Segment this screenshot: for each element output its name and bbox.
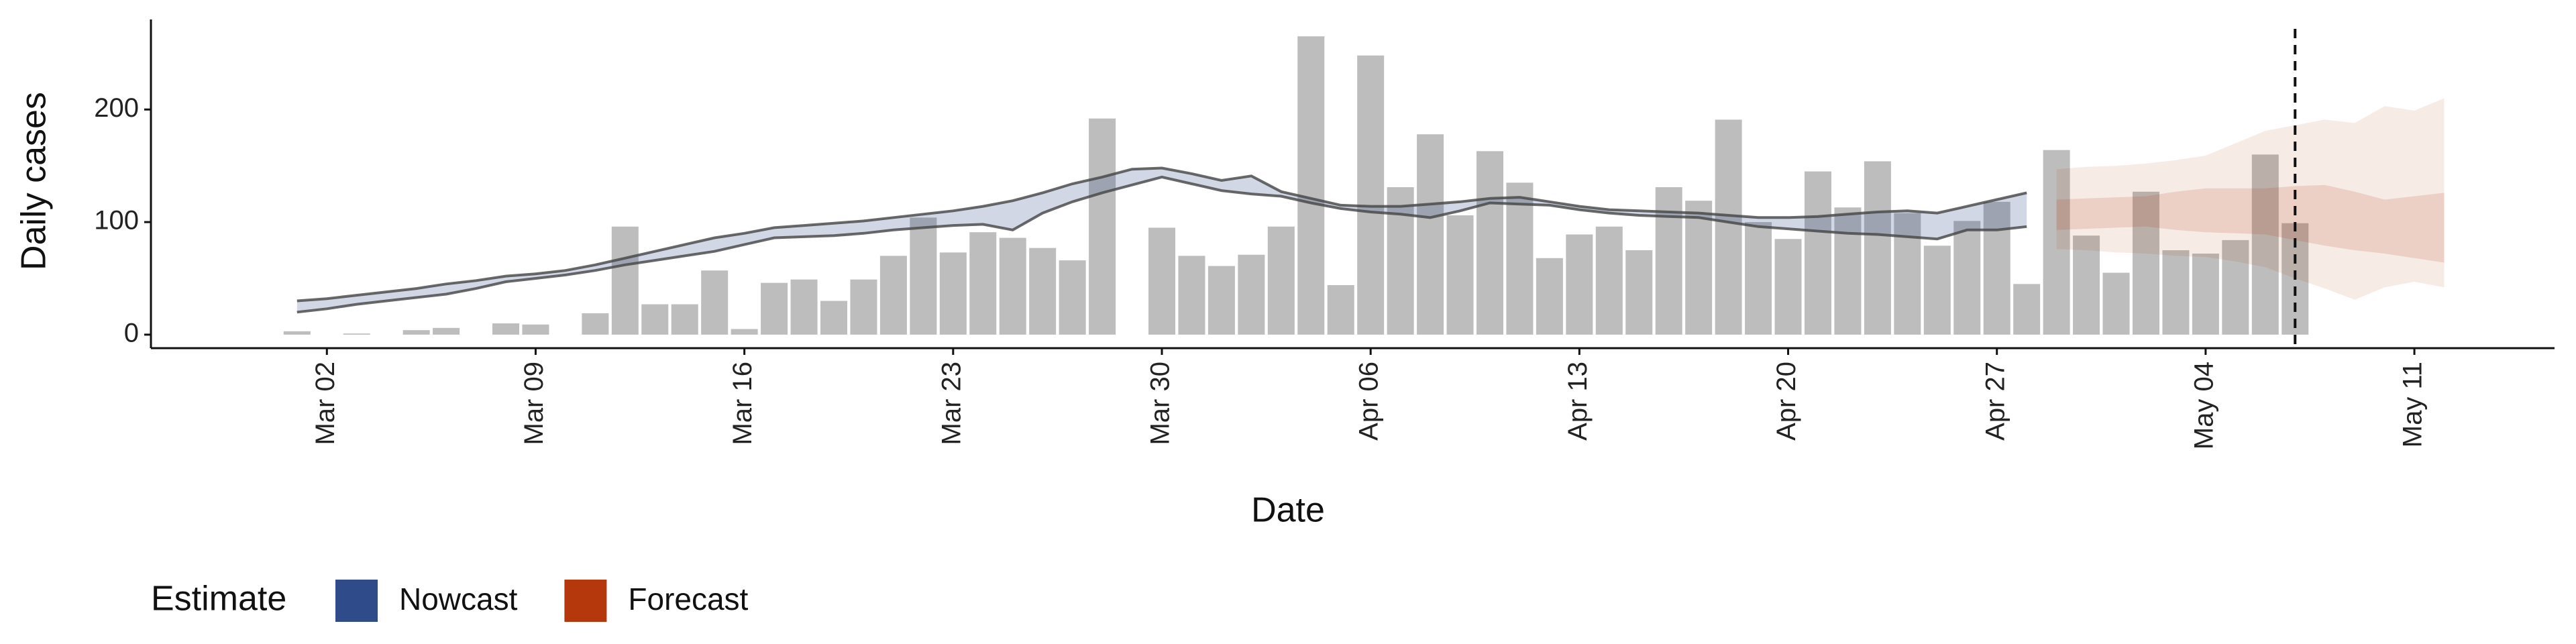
bar — [1446, 215, 1474, 335]
bar — [850, 279, 877, 335]
bar — [1983, 201, 2010, 335]
bar — [1506, 182, 1534, 335]
x-tick-label: Apr 13 — [1563, 362, 1593, 441]
bar — [999, 237, 1026, 335]
bar — [969, 232, 997, 335]
bar — [731, 329, 758, 335]
bar — [1536, 258, 1563, 335]
bar — [1029, 248, 1057, 335]
bar — [641, 304, 669, 335]
bar — [1267, 226, 1295, 335]
bar — [1178, 256, 1205, 335]
x-tick-label: Mar 02 — [311, 362, 340, 445]
bar — [1238, 254, 1265, 335]
bar — [343, 333, 370, 335]
bar — [2073, 235, 2100, 335]
x-tick-label: Apr 20 — [1772, 362, 1801, 441]
bar — [2013, 284, 2041, 335]
bar — [910, 217, 937, 335]
y-tick-label: 200 — [94, 93, 139, 123]
bar — [1655, 187, 1682, 335]
bar — [2162, 250, 2190, 335]
bar — [1089, 118, 1116, 335]
legend-title: Estimate — [151, 580, 286, 619]
bar — [2192, 254, 2219, 335]
bar — [1864, 161, 1891, 335]
x-tick-label: Mar 23 — [936, 362, 966, 445]
bar — [1208, 266, 1235, 335]
bound-line — [297, 175, 2027, 314]
y-tick-label: 100 — [94, 206, 139, 235]
bar — [1566, 234, 1593, 335]
x-tick-label: Mar 09 — [519, 362, 549, 445]
legend-swatch — [335, 580, 378, 622]
legend-label: Forecast — [628, 582, 748, 616]
bar — [1685, 201, 1713, 335]
bar — [611, 226, 639, 335]
bar — [2102, 272, 2130, 335]
legend-label: Nowcast — [399, 582, 518, 616]
x-axis-title: Date — [1251, 491, 1325, 530]
bar — [1387, 187, 1414, 335]
bar — [1923, 246, 1951, 335]
bar — [1148, 227, 1175, 335]
x-tick-label: Mar 30 — [1146, 362, 1175, 445]
band — [2056, 98, 2445, 300]
band — [2056, 184, 2445, 263]
x-tick-label: Mar 16 — [728, 362, 757, 445]
bar — [492, 323, 520, 335]
bar — [820, 301, 848, 335]
bar — [761, 282, 788, 335]
x-tick-label: May 11 — [2398, 362, 2428, 447]
bar — [402, 330, 430, 335]
bar — [1834, 207, 1862, 335]
bar — [1595, 226, 1623, 335]
bar — [790, 279, 818, 335]
x-tick-label: Apr 06 — [1354, 362, 1384, 441]
bar — [2222, 239, 2249, 335]
bar — [283, 331, 311, 335]
bar — [1327, 285, 1354, 335]
bar — [2251, 154, 2279, 335]
bar — [1357, 55, 1385, 335]
bar — [1894, 213, 1921, 335]
bar — [522, 324, 549, 335]
bar — [1715, 119, 1742, 335]
bar — [1804, 171, 1831, 335]
bar — [1625, 250, 1653, 335]
legend-swatch — [564, 580, 607, 622]
bar — [671, 304, 698, 335]
y-axis-title: Daily cases — [15, 92, 54, 270]
x-tick-label: Apr 27 — [1980, 362, 2010, 441]
x-tick-label: May 04 — [2189, 362, 2218, 449]
bound-line — [297, 166, 2027, 303]
bar — [1953, 221, 1981, 335]
bar — [433, 327, 460, 335]
bar — [1476, 151, 1503, 335]
bar — [1417, 134, 1444, 335]
bar — [1774, 239, 1802, 335]
bar — [939, 252, 967, 335]
bar — [1297, 36, 1325, 335]
bar — [2132, 191, 2159, 335]
bar — [879, 256, 907, 335]
bar — [701, 270, 729, 335]
bar — [1745, 222, 1772, 335]
bar — [2043, 150, 2070, 335]
bar — [582, 313, 609, 335]
y-tick-label: 0 — [124, 318, 139, 347]
bar — [1059, 260, 1086, 335]
